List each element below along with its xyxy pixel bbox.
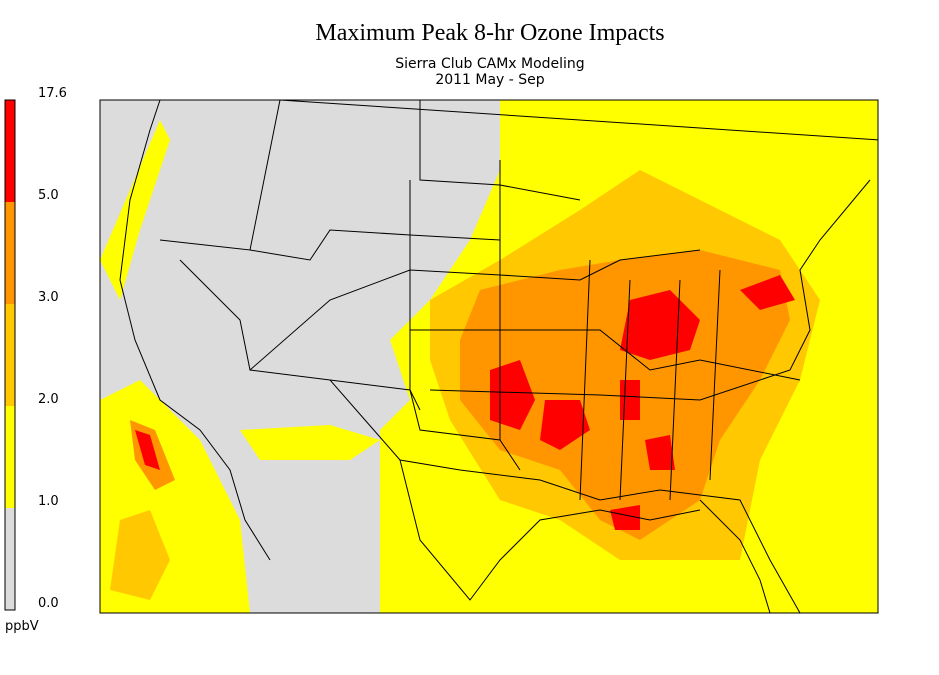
map xyxy=(99,99,879,614)
colorbar-segment xyxy=(5,508,15,610)
period: 2011 May - Sep xyxy=(435,72,544,88)
ozone-field xyxy=(100,100,878,613)
state-borders xyxy=(119,100,878,613)
colorbar-label: 1.0 xyxy=(38,494,59,509)
colorbar-segment xyxy=(5,406,15,508)
map-frame xyxy=(99,99,879,614)
colorbar-frame xyxy=(4,99,16,611)
colorbar-segment xyxy=(5,304,15,406)
colorbar-segment xyxy=(5,202,15,304)
colorbar-segment xyxy=(5,100,15,202)
colorbar: 0.0 1.0 2.0 3.0 5.0 17.6 ppbV xyxy=(4,86,67,634)
colorbar-label: 2.0 xyxy=(38,392,59,407)
colorbar-unit: ppbV xyxy=(5,619,39,634)
colorbar-label: 0.0 xyxy=(38,596,59,611)
title: Maximum Peak 8-hr Ozone Impacts xyxy=(315,20,664,46)
subtitle: Sierra Club CAMx Modeling xyxy=(395,56,584,72)
colorbar-label: 17.6 xyxy=(38,86,67,101)
colorbar-label: 3.0 xyxy=(38,290,59,305)
colorbar-label: 5.0 xyxy=(38,188,59,203)
